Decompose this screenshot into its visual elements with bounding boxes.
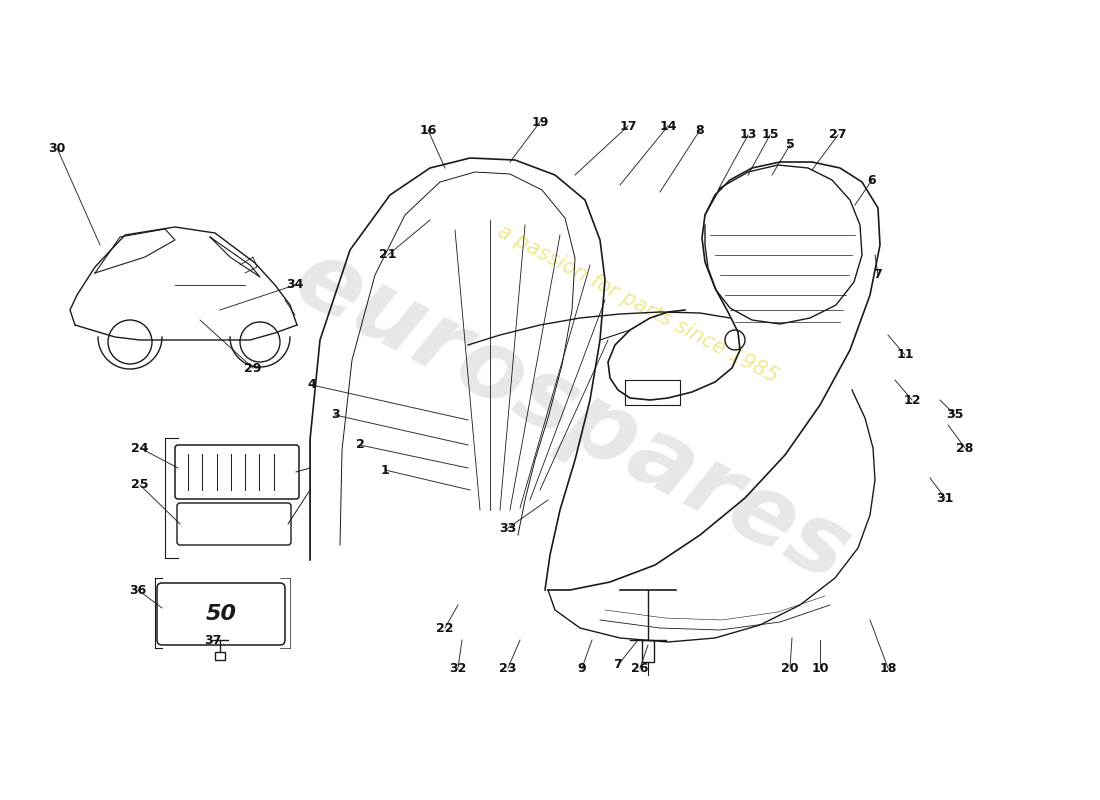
Text: 37: 37 xyxy=(205,634,222,646)
Text: 19: 19 xyxy=(531,115,549,129)
Text: 25: 25 xyxy=(131,478,149,491)
Text: 15: 15 xyxy=(761,129,779,142)
Text: 36: 36 xyxy=(130,583,146,597)
Text: 23: 23 xyxy=(499,662,517,674)
Bar xyxy=(214,652,225,660)
Text: 35: 35 xyxy=(946,409,964,422)
Text: 33: 33 xyxy=(499,522,517,534)
Text: 30: 30 xyxy=(48,142,66,154)
Text: 27: 27 xyxy=(829,129,847,142)
Text: 24: 24 xyxy=(131,442,149,454)
Text: a passion for parts since 1985: a passion for parts since 1985 xyxy=(494,222,782,386)
Text: 22: 22 xyxy=(437,622,453,634)
Text: 18: 18 xyxy=(879,662,896,674)
Text: 2: 2 xyxy=(355,438,364,451)
Text: 29: 29 xyxy=(244,362,262,374)
Text: 17: 17 xyxy=(619,119,637,133)
Text: 9: 9 xyxy=(578,662,586,674)
Text: 26: 26 xyxy=(631,662,649,674)
Text: 6: 6 xyxy=(868,174,877,186)
Text: 20: 20 xyxy=(781,662,799,674)
Text: 7: 7 xyxy=(873,269,882,282)
Text: 1: 1 xyxy=(381,463,389,477)
Bar xyxy=(642,640,654,662)
Text: 32: 32 xyxy=(449,662,466,674)
Text: 5: 5 xyxy=(785,138,794,151)
Text: 31: 31 xyxy=(936,491,954,505)
Text: 13: 13 xyxy=(739,129,757,142)
Text: 21: 21 xyxy=(379,249,397,262)
Text: eurospares: eurospares xyxy=(278,230,866,602)
Text: 34: 34 xyxy=(286,278,304,291)
Text: 12: 12 xyxy=(903,394,921,406)
Text: 50: 50 xyxy=(206,604,236,624)
Text: 11: 11 xyxy=(896,349,914,362)
Text: 4: 4 xyxy=(308,378,317,391)
Text: 3: 3 xyxy=(331,409,339,422)
Text: 7: 7 xyxy=(614,658,623,671)
Text: 14: 14 xyxy=(659,119,676,133)
Text: 28: 28 xyxy=(956,442,974,454)
Text: 10: 10 xyxy=(812,662,828,674)
Text: 16: 16 xyxy=(419,123,437,137)
Text: 8: 8 xyxy=(695,123,704,137)
